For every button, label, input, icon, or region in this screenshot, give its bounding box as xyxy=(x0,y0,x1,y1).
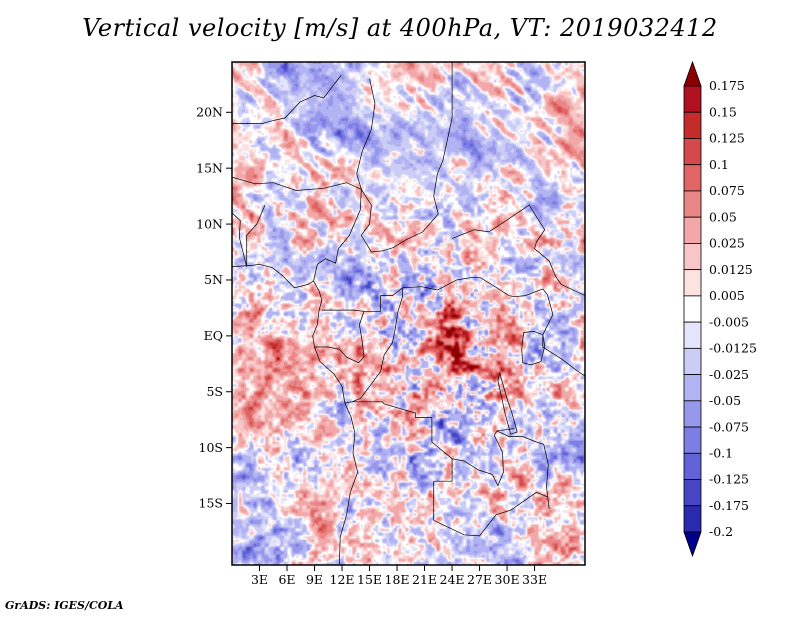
colorbar-label: 0.005 xyxy=(709,288,745,303)
colorbar-segment xyxy=(683,452,702,480)
colorbar-label: 0.15 xyxy=(709,104,737,119)
y-tick-label: EQ xyxy=(204,328,223,343)
colorbar-segment xyxy=(683,505,702,533)
colorbar-label: 0.075 xyxy=(709,183,745,198)
colorbar-segment xyxy=(683,111,702,139)
colorbar-top-arrow xyxy=(683,60,702,87)
colorbar-label: 0.0125 xyxy=(709,262,753,277)
x-tick-label: 15E xyxy=(357,572,382,587)
x-tick-label: 12E xyxy=(330,572,355,587)
colorbar-label: -0.1 xyxy=(709,445,733,460)
x-tick-label: 9E xyxy=(306,572,323,587)
colorbar-segment xyxy=(683,374,702,402)
vertical-velocity-heatmap xyxy=(232,62,585,565)
colorbar-label: -0.2 xyxy=(709,524,733,539)
x-tick-label: 30E xyxy=(495,572,520,587)
colorbar-segment xyxy=(683,400,702,428)
colorbar-label: -0.025 xyxy=(709,367,749,382)
colorbar-label: -0.125 xyxy=(709,472,749,487)
colorbar-label: 0.175 xyxy=(709,78,745,93)
latitude-axis: 20N 15N 10N 5N EQ 5S 10S 15S xyxy=(196,105,232,511)
x-tick-label: 24E xyxy=(440,572,465,587)
colorbar-segment xyxy=(683,243,702,271)
y-tick-label: 10N xyxy=(196,216,223,231)
y-tick-label: 20N xyxy=(196,105,223,120)
x-tick-label: 33E xyxy=(522,572,547,587)
grads-credit: GrADS: IGES/COLA xyxy=(5,599,124,612)
colorbar-label: -0.0125 xyxy=(709,341,757,356)
x-tick-label: 3E xyxy=(251,572,268,587)
colorbar-bottom-arrow xyxy=(683,531,702,558)
colorbar-segment xyxy=(683,164,702,192)
x-tick-label: 27E xyxy=(467,572,492,587)
colorbar-label: 0.025 xyxy=(709,236,745,251)
colorbar-label: -0.175 xyxy=(709,498,749,513)
colorbar-label: 0.05 xyxy=(709,209,737,224)
longitude-axis: 3E 6E 9E 12E 15E 18E 21E 24E 27E 30E 33E xyxy=(251,565,547,587)
y-tick-label: 15S xyxy=(199,496,223,511)
colorbar-label: -0.05 xyxy=(709,393,741,408)
colorbar-segment xyxy=(683,321,702,349)
x-tick-label: 6E xyxy=(278,572,295,587)
colorbar-segment xyxy=(683,138,702,166)
colorbar-segment xyxy=(683,269,702,297)
colorbar-label: 0.125 xyxy=(709,131,745,146)
colorbar-segment xyxy=(683,190,702,218)
y-tick-label: 15N xyxy=(196,160,223,175)
colorbar-segment xyxy=(683,347,702,375)
page-title: Vertical velocity [m/s] at 400hPa, VT: 2… xyxy=(82,14,718,42)
y-tick-label: 10S xyxy=(199,440,223,455)
colorbar-segment xyxy=(683,295,702,323)
colorbar-label: 0.1 xyxy=(709,157,729,172)
colorbar-segment xyxy=(683,85,702,113)
y-tick-label: 5N xyxy=(204,272,223,287)
x-tick-label: 18E xyxy=(385,572,410,587)
colorbar-segment xyxy=(683,426,702,454)
colorbar-segment xyxy=(683,216,702,244)
x-tick-label: 21E xyxy=(412,572,437,587)
y-tick-label: 5S xyxy=(206,384,223,399)
colorbar: 0.175 0.15 0.125 0.1 0.075 0.05 0.025 0.0125 0.0… xyxy=(683,60,757,558)
colorbar-label: -0.075 xyxy=(709,419,749,434)
colorbar-segment xyxy=(683,479,702,507)
colorbar-label: -0.005 xyxy=(709,314,749,329)
